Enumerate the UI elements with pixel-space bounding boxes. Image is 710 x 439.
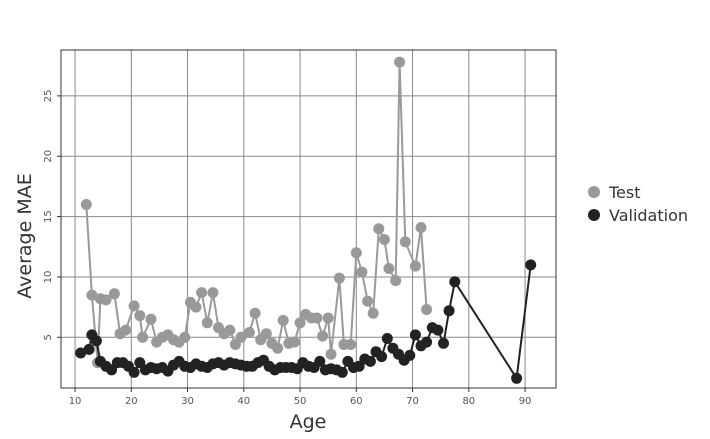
y-axis-title: Average MAE [14, 173, 36, 298]
data-point-test [86, 289, 98, 301]
legend-marker-validation [588, 209, 600, 221]
data-point-test [128, 300, 140, 312]
legend-label-validation: Validation [609, 206, 688, 225]
data-point-test [190, 301, 202, 313]
data-point-test [394, 56, 406, 68]
data-point-validation [336, 366, 348, 378]
data-point-test [224, 324, 236, 336]
data-point-validation [409, 329, 421, 341]
series-validation [75, 259, 537, 384]
y-axis-ticks: 5 10 15 20 25 [43, 90, 61, 340]
x-tick-label: 90 [519, 396, 532, 407]
x-tick-label: 50 [294, 396, 307, 407]
y-tick-label: 25 [43, 90, 54, 103]
data-point-test [322, 312, 334, 324]
data-point-validation [525, 259, 537, 271]
data-point-test [272, 342, 284, 354]
data-point-test [235, 331, 247, 343]
data-point-validation [438, 337, 449, 349]
plot-border [60, 49, 557, 389]
x-tick-label: 40 [237, 396, 250, 407]
data-point-test [333, 272, 345, 284]
data-point-validation [404, 349, 416, 361]
data-point-test [179, 331, 191, 343]
data-point-test [350, 247, 362, 259]
data-point-test [317, 330, 329, 342]
data-point-test [373, 223, 385, 235]
data-point-test [249, 307, 261, 319]
data-point-test [390, 275, 402, 287]
data-point-test [415, 222, 427, 233]
data-point-validation [83, 343, 95, 355]
y-tick-label: 10 [43, 271, 54, 284]
x-axis-ticks: 10 20 30 40 50 60 70 80 90 [69, 388, 532, 407]
data-point-test [120, 324, 132, 336]
x-axis-title: Age [290, 411, 327, 433]
data-point-test [294, 317, 306, 329]
data-point-test [383, 263, 395, 274]
x-tick-label: 70 [406, 396, 419, 407]
y-tick-label: 20 [43, 150, 54, 163]
x-tick-label: 80 [462, 396, 475, 407]
x-tick-label: 10 [69, 396, 82, 407]
data-point-validation [443, 305, 455, 317]
data-point-validation [381, 333, 393, 344]
data-point-test [288, 336, 300, 348]
y-tick-label: 15 [43, 210, 54, 223]
data-point-test [201, 317, 213, 329]
data-point-validation [314, 355, 326, 367]
data-point-validation [376, 351, 388, 363]
data-point-test [378, 234, 390, 245]
data-point-validation [75, 347, 87, 359]
data-point-test [367, 307, 379, 319]
data-point-test [277, 314, 289, 326]
data-point-test [356, 266, 368, 278]
data-point-validation [128, 366, 140, 378]
data-point-test [108, 288, 120, 300]
data-point-validation [364, 355, 376, 367]
data-point-validation [421, 336, 433, 348]
data-point-validation [90, 335, 102, 347]
data-point-test [207, 287, 219, 299]
data-point-test [134, 310, 146, 322]
data-point-test [100, 294, 112, 306]
legend: Test Validation [588, 183, 688, 225]
grid-lines [61, 50, 556, 388]
plot-background [61, 50, 556, 388]
data-point-test [421, 304, 433, 315]
x-tick-label: 30 [181, 396, 194, 407]
data-point-test [243, 327, 255, 338]
x-tick-label: 20 [125, 396, 138, 407]
data-point-test [311, 312, 323, 324]
data-point-test [196, 287, 208, 299]
data-point-test [399, 236, 411, 248]
data-point-test [260, 328, 272, 340]
data-point-validation [432, 324, 444, 336]
legend-marker-test [588, 186, 600, 198]
legend-label-test: Test [608, 183, 641, 202]
data-point-test [325, 348, 337, 360]
data-point-test [409, 260, 421, 272]
data-point-test [80, 199, 92, 210]
data-point-test [137, 331, 149, 343]
data-point-test [345, 339, 357, 350]
x-tick-label: 60 [350, 396, 363, 407]
data-point-validation [511, 372, 523, 384]
data-point-test [362, 295, 374, 307]
data-point-validation [449, 276, 461, 288]
y-tick-label: 5 [43, 334, 54, 340]
data-point-test [145, 313, 157, 325]
series-layer [75, 56, 537, 384]
